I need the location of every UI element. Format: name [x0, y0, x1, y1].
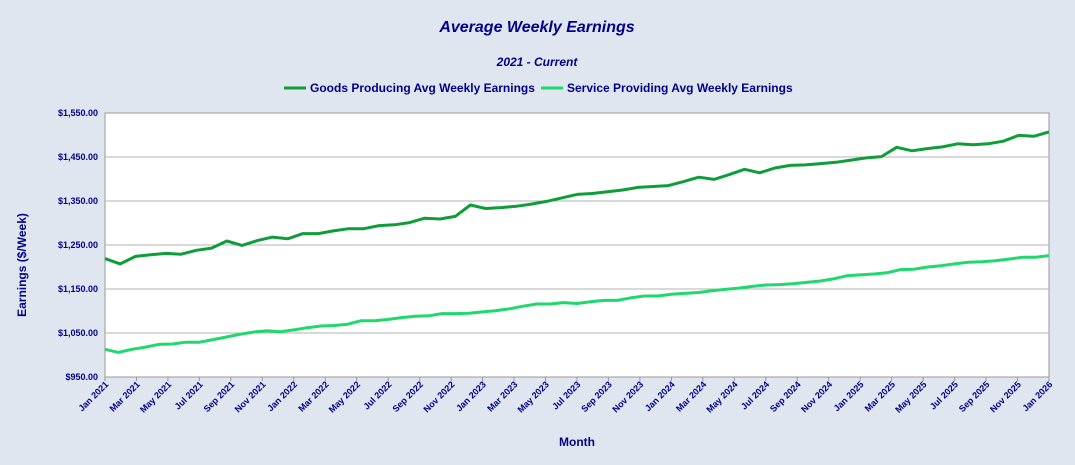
- x-tick-label: Jan 2025: [832, 379, 866, 413]
- y-tick-label: $1,250.00: [58, 240, 98, 250]
- x-tick-label: Nov 2022: [422, 379, 457, 414]
- x-tick-label: Jul 2025: [928, 379, 960, 411]
- chart-subtitle: 2021 - Current: [496, 55, 579, 69]
- x-tick-label: Nov 2024: [799, 379, 834, 414]
- y-axis-ticks: $950.00 $1,050.00 $1,150.00 $1,250.00 $1,350…: [58, 108, 98, 382]
- x-tick-label: Mar 2025: [863, 379, 897, 413]
- legend-label-goods: Goods Producing Avg Weekly Earnings: [310, 81, 535, 95]
- x-tick-label: Mar 2024: [674, 379, 708, 413]
- y-tick-label: $1,050.00: [58, 328, 98, 338]
- x-tick-label: Nov 2021: [233, 379, 268, 414]
- x-tick-label: Jan 2021: [76, 379, 110, 413]
- x-tick-label: Mar 2023: [485, 379, 519, 413]
- legend-label-service: Service Providing Avg Weekly Earnings: [567, 81, 793, 95]
- y-tick-label: $1,550.00: [58, 108, 98, 118]
- x-tick-label: Mar 2021: [108, 379, 142, 413]
- x-tick-label: Jan 2024: [643, 379, 677, 413]
- x-tick-label: Jul 2021: [173, 379, 205, 411]
- x-tick-label: Jan 2022: [265, 379, 299, 413]
- x-tick-label: Sep 2024: [768, 379, 803, 414]
- y-tick-label: $950.00: [65, 372, 98, 382]
- x-tick-label: Jul 2023: [550, 379, 582, 411]
- series-line-goods-producing: [104, 130, 1050, 266]
- x-tick-label: Nov 2023: [610, 379, 645, 414]
- grid-lines: [105, 156, 1049, 334]
- y-axis-title: Earnings ($/Week): [15, 213, 29, 317]
- x-tick-label: May 2022: [327, 379, 362, 414]
- y-tick-label: $1,350.00: [58, 196, 98, 206]
- x-tick-label: May 2021: [138, 379, 173, 414]
- x-tick-label: May 2025: [893, 379, 928, 414]
- x-tick-label: Sep 2025: [957, 379, 992, 414]
- x-axis-title: Month: [559, 435, 595, 449]
- legend: Goods Producing Avg Weekly Earnings Serv…: [284, 81, 793, 95]
- x-tick-label: Jul 2024: [739, 379, 771, 411]
- x-tick-label: May 2024: [704, 379, 739, 414]
- y-tick-label: $1,450.00: [58, 152, 98, 162]
- chart-title: Average Weekly Earnings: [438, 19, 634, 36]
- series-line-service-providing: [104, 254, 1050, 354]
- x-tick-label: Sep 2021: [202, 379, 237, 414]
- x-tick-label: Sep 2023: [579, 379, 614, 414]
- x-tick-label: Sep 2022: [390, 379, 425, 414]
- x-tick-label: May 2023: [516, 379, 551, 414]
- x-tick-label: Jul 2022: [361, 379, 393, 411]
- x-tick-label: Nov 2025: [988, 379, 1023, 414]
- series-layer: [104, 130, 1050, 354]
- y-tick-label: $1,150.00: [58, 284, 98, 294]
- x-tick-label: Jan 2026: [1020, 379, 1054, 413]
- x-tick-label: Mar 2022: [296, 379, 330, 413]
- x-tick-label: Jan 2023: [454, 379, 488, 413]
